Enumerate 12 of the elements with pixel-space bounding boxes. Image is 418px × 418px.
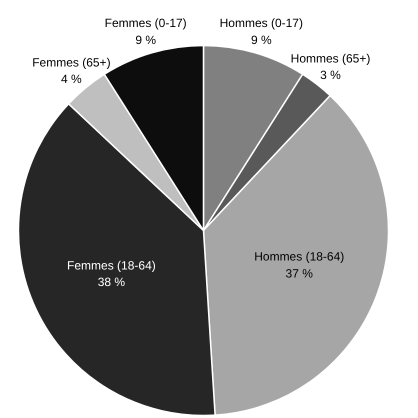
- slice-label: Hommes (65+): [290, 51, 370, 66]
- data-label: 37 %: [286, 266, 314, 280]
- data-label: 9 %: [250, 32, 272, 47]
- data-label: 4 %: [61, 72, 82, 86]
- data-label: 38 %: [98, 275, 126, 290]
- slice-label: Hommes (18-64): [254, 250, 344, 264]
- data-label: 9 %: [135, 32, 156, 47]
- slice-label: Femmes (65+): [32, 55, 111, 70]
- slice-label: Hommes (0-17): [220, 16, 303, 30]
- slice-label: Femmes (0-17): [104, 16, 187, 30]
- slice-label: Femmes (18-64): [67, 258, 156, 272]
- data-label: 3 %: [320, 68, 342, 82]
